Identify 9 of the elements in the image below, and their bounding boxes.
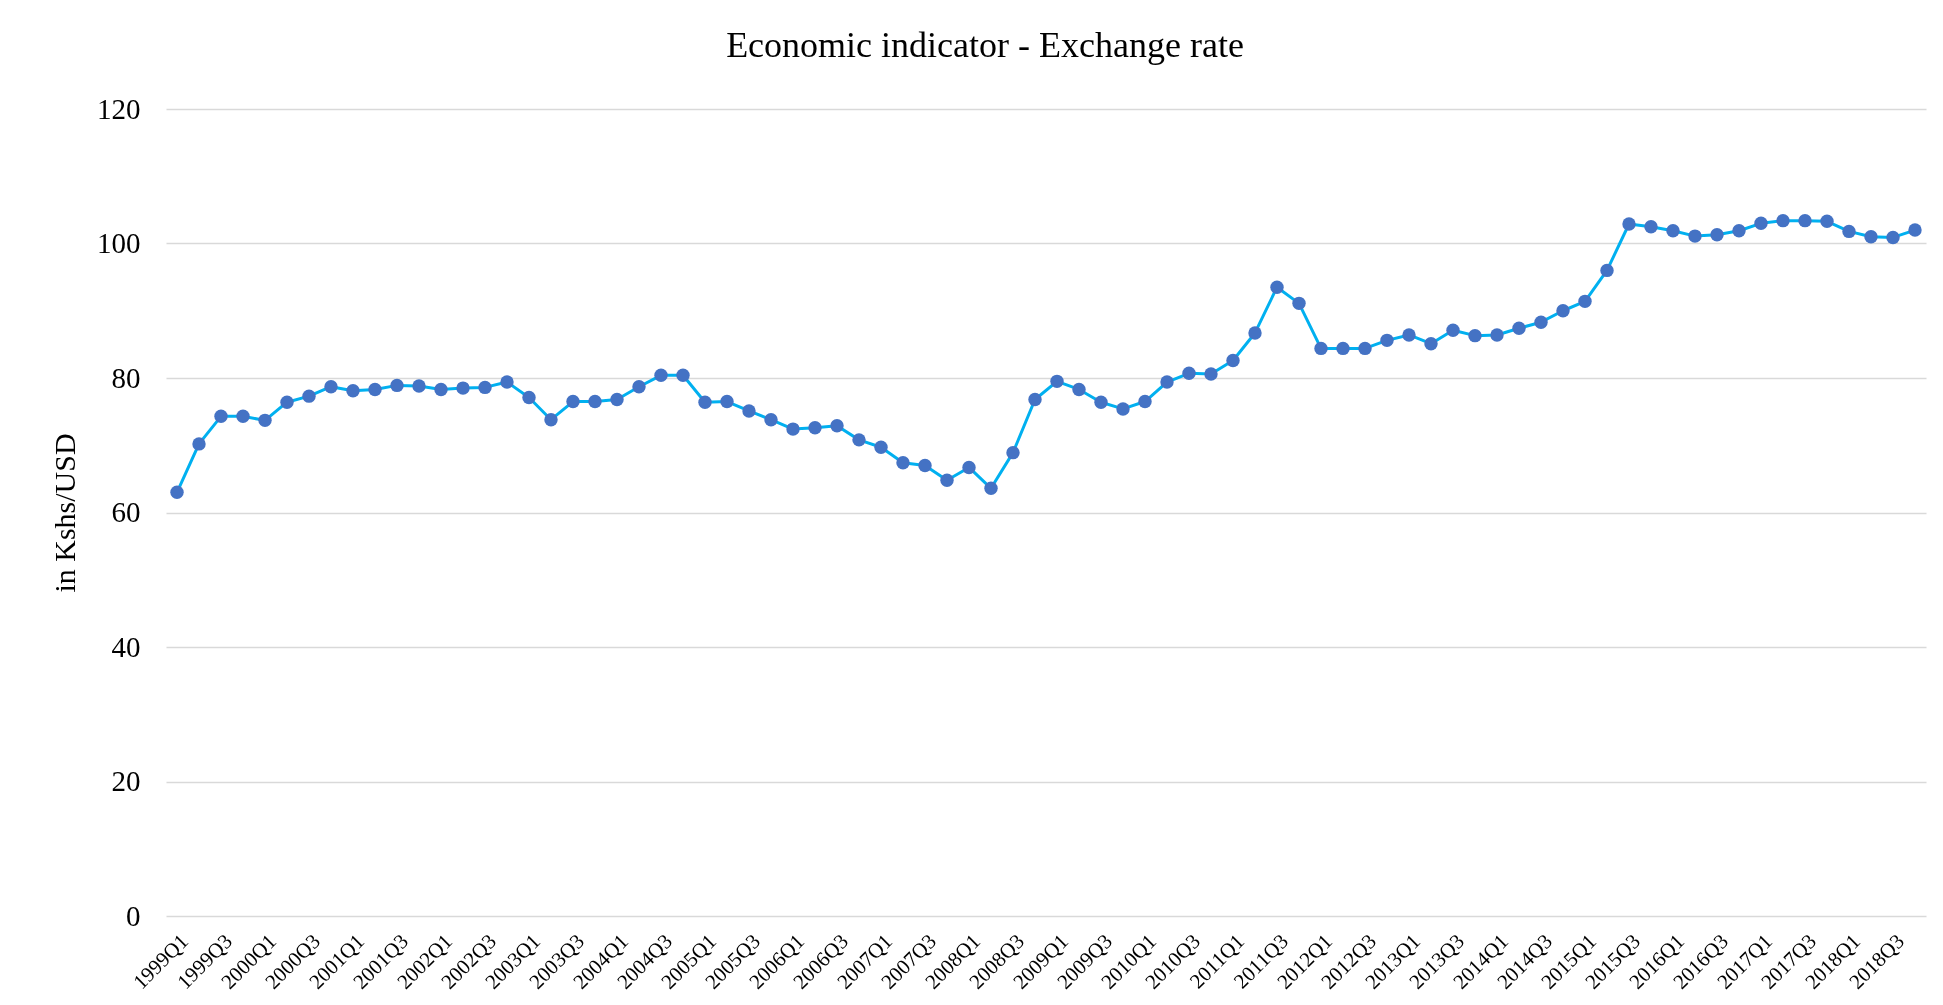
y-tick-label: 0 (126, 899, 141, 932)
y-tick-label: 80 (111, 361, 141, 394)
y-tick-label: 100 (97, 227, 141, 259)
y-tick-label: 120 (97, 92, 141, 125)
y-tick-label: 60 (111, 496, 141, 528)
y-axis-title: in Kshs/USD (47, 433, 81, 593)
y-tick-label: 40 (111, 630, 141, 663)
y-tick-label: 20 (111, 765, 141, 797)
chart-title: Economic indicator - Exchange rate (726, 25, 1244, 65)
